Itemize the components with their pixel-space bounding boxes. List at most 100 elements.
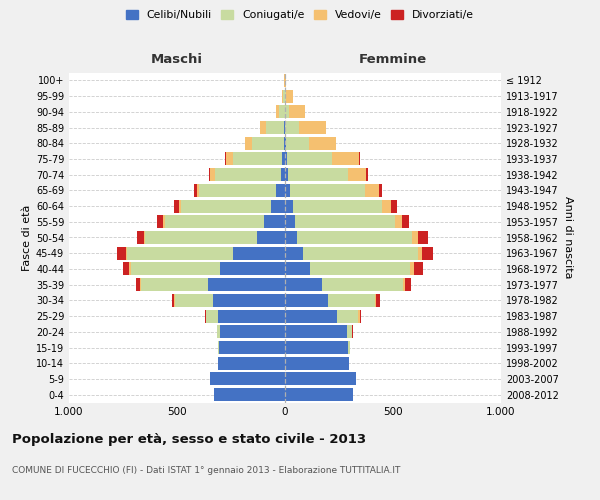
Y-axis label: Fasce di età: Fasce di età	[22, 204, 32, 270]
Bar	[199, 184, 276, 197]
Bar	[225, 152, 226, 166]
Bar	[175, 200, 179, 212]
Bar	[285, 106, 289, 118]
Bar	[285, 310, 337, 322]
Bar	[293, 200, 382, 212]
Bar	[348, 168, 367, 181]
Bar	[286, 90, 293, 102]
Bar	[382, 200, 391, 212]
Bar	[285, 278, 322, 291]
Y-axis label: Anni di nascita: Anni di nascita	[563, 196, 572, 279]
Bar	[285, 200, 293, 212]
Bar	[285, 388, 353, 401]
Bar	[284, 137, 285, 149]
Bar	[130, 262, 131, 276]
Bar	[285, 184, 290, 197]
Bar	[218, 341, 219, 354]
Bar	[143, 231, 145, 244]
Bar	[285, 372, 356, 386]
Bar	[285, 74, 286, 87]
Bar	[332, 152, 359, 166]
Bar	[217, 326, 220, 338]
Bar	[285, 294, 328, 307]
Bar	[220, 262, 285, 276]
Bar	[422, 247, 433, 260]
Bar	[122, 262, 130, 276]
Bar	[299, 121, 326, 134]
Bar	[365, 184, 379, 197]
Text: Maschi: Maschi	[151, 53, 203, 66]
Bar	[290, 184, 365, 197]
Bar	[163, 216, 165, 228]
Bar	[211, 168, 215, 181]
Bar	[391, 200, 397, 212]
Bar	[206, 310, 218, 322]
Bar	[179, 200, 181, 212]
Bar	[175, 294, 212, 307]
Bar	[127, 247, 233, 260]
Bar	[412, 231, 418, 244]
Bar	[379, 184, 382, 197]
Bar	[287, 152, 332, 166]
Bar	[285, 152, 287, 166]
Bar	[359, 310, 361, 322]
Bar	[322, 278, 403, 291]
Bar	[279, 106, 285, 118]
Bar	[286, 121, 299, 134]
Bar	[215, 168, 281, 181]
Bar	[172, 294, 175, 307]
Bar	[226, 152, 233, 166]
Text: Popolazione per età, sesso e stato civile - 2013: Popolazione per età, sesso e stato civil…	[12, 432, 366, 446]
Bar	[287, 168, 348, 181]
Bar	[283, 152, 285, 166]
Bar	[285, 216, 295, 228]
Bar	[131, 262, 220, 276]
Bar	[245, 137, 251, 149]
Bar	[403, 278, 405, 291]
Text: COMUNE DI FUCECCHIO (FI) - Dati ISTAT 1° gennaio 2013 - Elaborazione TUTTITALIA.: COMUNE DI FUCECCHIO (FI) - Dati ISTAT 1°…	[12, 466, 400, 475]
Bar	[212, 294, 285, 307]
Bar	[142, 278, 208, 291]
Bar	[218, 357, 285, 370]
Bar	[289, 106, 305, 118]
Bar	[282, 90, 283, 102]
Bar	[157, 216, 163, 228]
Bar	[140, 278, 142, 291]
Bar	[214, 388, 285, 401]
Bar	[286, 137, 308, 149]
Bar	[260, 121, 266, 134]
Bar	[304, 247, 418, 260]
Bar	[233, 152, 283, 166]
Bar	[281, 168, 285, 181]
Bar	[359, 152, 360, 166]
Bar	[283, 90, 285, 102]
Bar	[284, 121, 285, 134]
Bar	[347, 341, 350, 354]
Bar	[181, 200, 271, 212]
Bar	[285, 326, 347, 338]
Bar	[410, 262, 413, 276]
Bar	[285, 357, 349, 370]
Bar	[413, 262, 422, 276]
Bar	[209, 168, 211, 181]
Bar	[367, 168, 368, 181]
Bar	[328, 294, 374, 307]
Bar	[285, 262, 310, 276]
Bar	[337, 310, 358, 322]
Bar	[295, 216, 395, 228]
Bar	[233, 247, 285, 260]
Bar	[285, 168, 287, 181]
Bar	[374, 294, 376, 307]
Text: Femmine: Femmine	[359, 53, 427, 66]
Bar	[358, 310, 359, 322]
Bar	[218, 310, 285, 322]
Bar	[285, 137, 286, 149]
Bar	[297, 231, 412, 244]
Bar	[165, 216, 265, 228]
Bar	[347, 326, 352, 338]
Bar	[395, 216, 402, 228]
Bar	[145, 231, 257, 244]
Bar	[251, 137, 284, 149]
Bar	[137, 231, 143, 244]
Bar	[205, 310, 206, 322]
